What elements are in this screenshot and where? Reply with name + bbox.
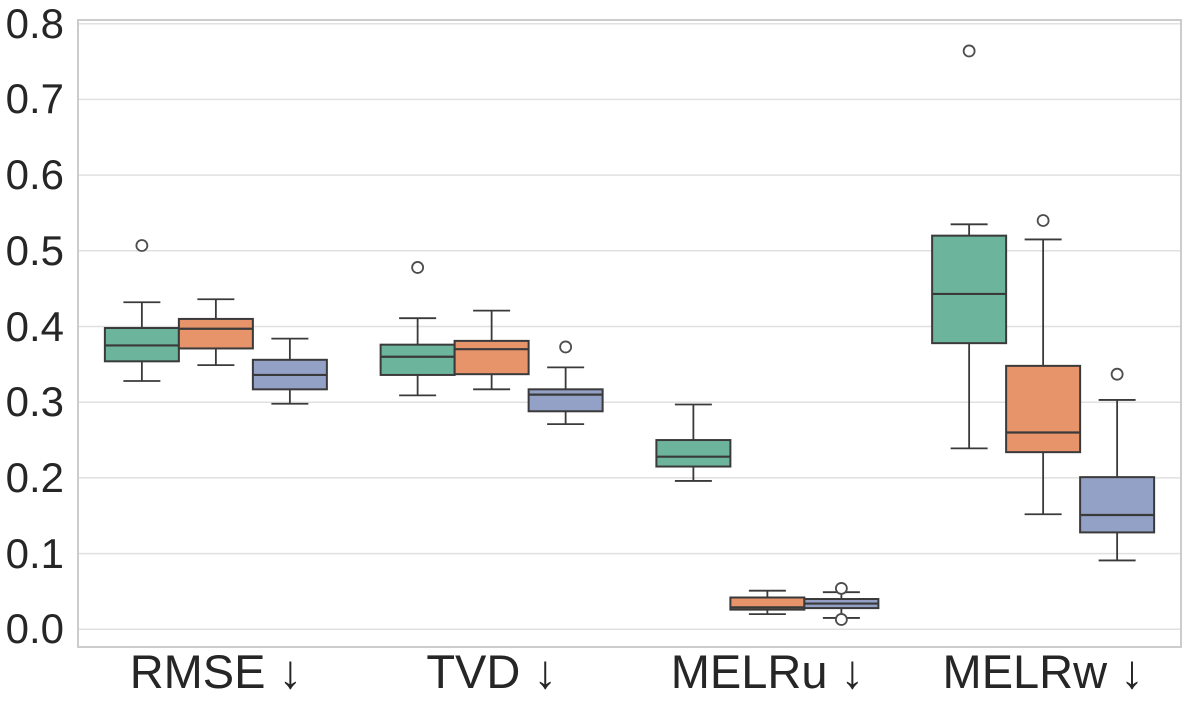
y-axis-tick-label-0.8: 0.8 — [5, 0, 64, 47]
box-series-green-melru — [655, 439, 732, 468]
y-axis-tick-label-0.6: 0.6 — [5, 151, 64, 199]
box-series-blue-tvd — [527, 388, 604, 413]
box-series-orange-melrw — [1005, 364, 1082, 454]
plot-frame — [77, 19, 1182, 648]
x-axis-category-label-tvd: TVD ↓ — [426, 645, 557, 698]
box-series-orange-tvd — [453, 339, 530, 376]
box-series-green-tvd — [379, 343, 456, 376]
outlier-point-series-green-rmse — [135, 239, 149, 252]
box-series-blue-melrw — [1079, 476, 1156, 534]
outlier-point-series-blue-melrw — [1110, 367, 1124, 381]
y-axis-tick-label-0.2: 0.2 — [5, 453, 64, 501]
y-axis-tick-label-0.4: 0.4 — [5, 302, 64, 350]
y-axis-tick-label-0.3: 0.3 — [5, 378, 64, 426]
outlier-point-series-blue-tvd — [559, 340, 573, 354]
y-axis-tick-label-0.7: 0.7 — [5, 75, 64, 123]
y-axis-tick-label-0.1: 0.1 — [5, 529, 64, 577]
x-axis-category-label-melrw: MELRw ↓ — [942, 645, 1144, 698]
y-axis-tick-label-0.0: 0.0 — [5, 605, 64, 653]
x-axis-category-label-melru: MELRu ↓ — [670, 645, 865, 698]
outlier-point-series-blue-melru — [834, 613, 848, 626]
x-axis-category-label-rmse: RMSE ↓ — [129, 645, 303, 698]
outlier-point-series-green-melrw — [962, 44, 976, 58]
y-axis-tick-label-0.5: 0.5 — [5, 226, 64, 274]
outlier-point-series-orange-melrw — [1036, 214, 1050, 227]
box-series-orange-rmse — [177, 317, 254, 350]
outlier-point-series-green-tvd — [411, 261, 425, 274]
outlier-point-series-blue-melru — [834, 582, 848, 595]
box-series-green-melrw — [931, 234, 1008, 345]
